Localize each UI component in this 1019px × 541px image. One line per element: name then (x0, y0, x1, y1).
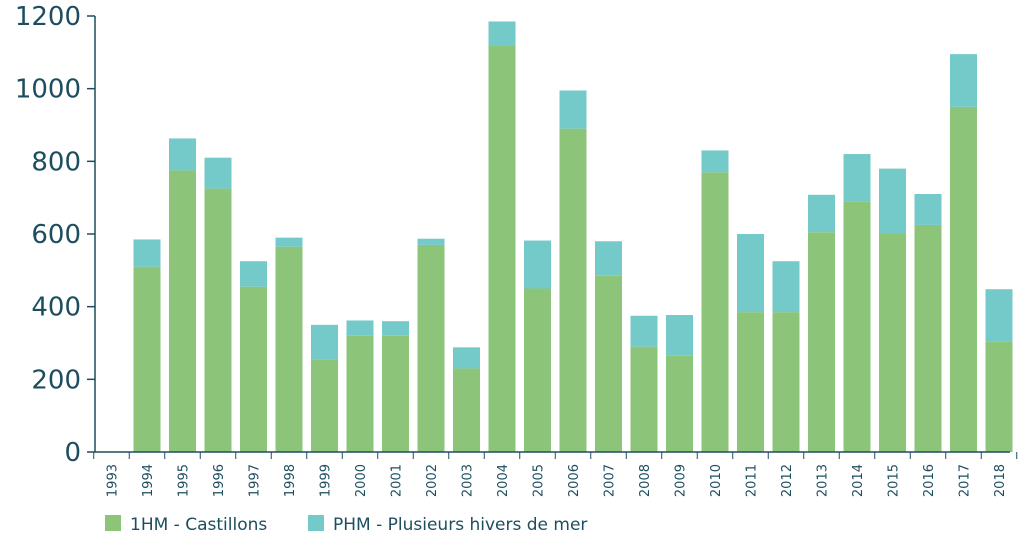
bar-phm-2013 (808, 194, 835, 233)
bar-phm-2007 (595, 241, 622, 276)
x-tick-label-2004: 2004 (496, 464, 511, 497)
x-tick-label-2002: 2002 (425, 464, 440, 497)
bar-phm-2015 (879, 168, 906, 234)
x-tick-label-2001: 2001 (390, 464, 405, 497)
x-tick-label-1998: 1998 (283, 464, 298, 497)
bar-castillons-2003 (453, 368, 480, 452)
y-tick-label: 800 (31, 147, 81, 177)
x-tick-label-2008: 2008 (638, 464, 653, 497)
bar-phm-2005 (524, 240, 551, 289)
x-tick-label-2014: 2014 (851, 464, 866, 497)
bar-castillons-2013 (808, 232, 835, 452)
bar-phm-2014 (843, 154, 871, 202)
bar-castillons-2001 (382, 335, 409, 452)
legend-swatch-phm (308, 515, 324, 531)
x-tick-label-1999: 1999 (319, 464, 334, 497)
bar-phm-1999 (311, 324, 338, 360)
bar-phm-1998 (275, 237, 303, 247)
x-tick-label-2011: 2011 (745, 464, 760, 497)
x-tick-label-1995: 1995 (177, 464, 192, 497)
x-tick-label-1993: 1993 (106, 464, 121, 497)
x-axis: 1993 1994 1995 1996 1997 1998 1999 2000 2001 2002… (93, 451, 1018, 497)
bar-phm-2003 (453, 347, 480, 369)
bar-phm-2018 (985, 289, 1013, 342)
bar-phm-1994 (133, 239, 161, 267)
legend-label-phm: PHM - Plusieurs hivers de mer (333, 515, 587, 535)
bar-castillons-2002 (417, 244, 445, 452)
y-axis: 0 200 400 600 800 1000 1200 (15, 2, 96, 468)
bars (133, 21, 1013, 453)
y-tick-label: 1200 (15, 2, 81, 32)
bar-phm-2006 (559, 90, 587, 129)
bar-phm-2004 (488, 21, 516, 46)
x-tick-label-2016: 2016 (922, 464, 937, 497)
x-tick-label-2005: 2005 (532, 464, 547, 497)
bar-castillons-2011 (737, 312, 764, 452)
y-tick-label: 400 (31, 293, 81, 323)
x-tick-label-2017: 2017 (958, 464, 973, 497)
x-tick-label-2018: 2018 (993, 464, 1008, 497)
bar-phm-1995 (169, 138, 196, 171)
bar-phm-2010 (701, 150, 729, 173)
legend-label-castillons: 1HM - Castillons (130, 515, 267, 535)
legend: 1HM - Castillons PHM - Plusieurs hivers … (105, 515, 587, 535)
bar-castillons-2012 (772, 312, 800, 452)
bar-castillons-2018 (985, 341, 1013, 452)
bar-phm-1996 (204, 157, 232, 189)
bar-phm-2016 (914, 194, 942, 225)
y-tick-label: 600 (31, 220, 81, 250)
legend-swatch-castillons (105, 515, 121, 531)
bar-castillons-2014 (843, 201, 871, 452)
bar-castillons-1999 (311, 359, 338, 452)
bar-castillons-2015 (879, 234, 906, 452)
x-tick-label-2013: 2013 (816, 464, 831, 497)
bar-castillons-1998 (275, 246, 303, 452)
bar-castillons-2017 (950, 106, 977, 452)
bar-castillons-1997 (240, 286, 267, 452)
bar-castillons-2000 (346, 335, 374, 452)
x-tick-label-2010: 2010 (709, 464, 724, 497)
bar-castillons-2009 (666, 355, 693, 452)
x-tick-label-1994: 1994 (141, 464, 156, 497)
y-tick-label: 0 (64, 438, 81, 468)
bar-phm-2017 (950, 54, 977, 107)
bar-castillons-1996 (204, 188, 232, 453)
bar-phm-2001 (382, 321, 409, 336)
x-tick-label-2012: 2012 (780, 464, 795, 497)
bar-castillons-1995 (169, 170, 196, 452)
x-tick-label-1996: 1996 (212, 464, 227, 497)
x-tick-label-2003: 2003 (461, 464, 476, 497)
x-tick-label-2000: 2000 (354, 464, 369, 497)
bar-castillons-2005 (524, 288, 551, 452)
bar-castillons-2008 (630, 346, 658, 452)
bar-phm-2002 (417, 238, 445, 245)
x-tick-label-2009: 2009 (674, 464, 689, 497)
bar-phm-2011 (737, 234, 764, 313)
bar-castillons-2004 (488, 45, 516, 453)
bar-phm-2009 (666, 315, 693, 356)
bar-phm-2012 (772, 261, 800, 313)
y-tick-label: 1000 (15, 75, 81, 105)
bar-phm-1997 (240, 261, 267, 287)
x-tick-label-2007: 2007 (603, 464, 618, 497)
x-tick-label-2006: 2006 (567, 464, 582, 497)
bar-phm-2000 (346, 320, 374, 336)
bar-castillons-1994 (133, 266, 161, 452)
bar-castillons-2016 (914, 224, 942, 452)
bar-castillons-2007 (595, 275, 622, 452)
x-tick-label-1997: 1997 (248, 464, 263, 497)
bar-phm-2008 (630, 315, 658, 347)
bar-castillons-2010 (701, 172, 729, 452)
y-tick-label: 200 (31, 365, 81, 395)
bar-castillons-2006 (559, 128, 587, 452)
x-tick-label-2015: 2015 (887, 464, 902, 497)
